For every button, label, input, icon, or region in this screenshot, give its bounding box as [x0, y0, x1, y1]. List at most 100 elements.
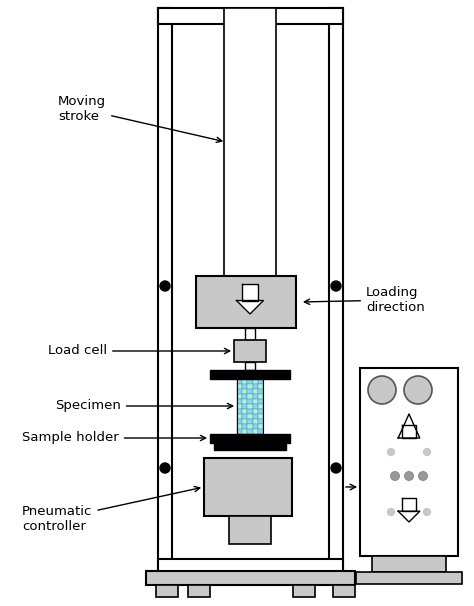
Bar	[245, 362, 255, 370]
Bar	[253, 414, 258, 419]
Circle shape	[391, 471, 400, 481]
Bar	[245, 328, 255, 340]
Bar	[242, 424, 247, 429]
Polygon shape	[237, 301, 264, 314]
Bar	[253, 394, 258, 399]
Bar	[253, 404, 258, 409]
Bar	[237, 384, 242, 389]
Bar	[247, 404, 253, 409]
Bar	[242, 404, 247, 409]
Circle shape	[404, 376, 432, 404]
Bar	[247, 424, 253, 429]
Bar	[237, 419, 242, 424]
Polygon shape	[402, 498, 416, 511]
Bar	[224, 8, 276, 284]
Circle shape	[331, 463, 341, 473]
Polygon shape	[398, 511, 420, 522]
Bar	[258, 429, 263, 434]
Bar	[247, 394, 253, 399]
Text: Load cell: Load cell	[48, 344, 230, 358]
Bar	[242, 394, 247, 399]
Bar	[253, 409, 258, 414]
Bar	[329, 8, 343, 575]
Bar	[253, 419, 258, 424]
Bar	[253, 389, 258, 394]
Circle shape	[388, 508, 394, 516]
Bar	[158, 8, 172, 575]
Bar	[360, 368, 458, 556]
Circle shape	[331, 281, 341, 291]
Bar	[242, 389, 247, 394]
Bar	[237, 429, 242, 434]
Bar	[210, 370, 290, 379]
Bar	[242, 414, 247, 419]
Text: Specimen: Specimen	[55, 399, 233, 413]
Polygon shape	[242, 284, 258, 301]
Bar	[258, 394, 263, 399]
Circle shape	[423, 508, 430, 516]
Bar	[158, 8, 343, 24]
Bar	[258, 424, 263, 429]
Bar	[258, 389, 263, 394]
Bar	[258, 419, 263, 424]
Bar	[188, 585, 210, 597]
Bar	[237, 409, 242, 414]
Bar	[258, 409, 263, 414]
Bar	[247, 384, 253, 389]
Bar	[237, 414, 242, 419]
Bar	[204, 458, 292, 516]
Polygon shape	[402, 425, 416, 438]
Bar	[253, 379, 258, 384]
Bar	[247, 399, 253, 404]
Bar	[210, 434, 290, 443]
Bar	[234, 340, 266, 362]
Text: Moving
stroke: Moving stroke	[58, 95, 222, 142]
Circle shape	[368, 376, 396, 404]
Bar	[237, 379, 242, 384]
Bar	[196, 276, 296, 328]
Bar	[258, 384, 263, 389]
Polygon shape	[398, 414, 420, 438]
Circle shape	[419, 471, 428, 481]
Bar	[247, 409, 253, 414]
Bar	[237, 424, 242, 429]
Bar	[247, 379, 253, 384]
Bar	[242, 429, 247, 434]
Bar	[258, 404, 263, 409]
Bar	[333, 585, 355, 597]
Bar	[229, 516, 271, 544]
Bar	[242, 384, 247, 389]
Circle shape	[404, 471, 413, 481]
Bar	[242, 409, 247, 414]
Bar	[214, 443, 286, 450]
Bar	[237, 404, 242, 409]
Bar	[237, 379, 263, 434]
Bar	[247, 419, 253, 424]
Bar	[237, 394, 242, 399]
Bar	[247, 429, 253, 434]
Bar	[356, 572, 462, 584]
Text: Sample holder: Sample holder	[22, 431, 206, 444]
Bar	[258, 414, 263, 419]
Bar	[158, 559, 343, 575]
Bar	[242, 379, 247, 384]
Bar	[253, 399, 258, 404]
Circle shape	[423, 448, 430, 456]
Bar	[253, 424, 258, 429]
Circle shape	[388, 448, 394, 456]
Text: Pneumatic
controller: Pneumatic controller	[22, 487, 200, 533]
Circle shape	[160, 463, 170, 473]
Bar	[237, 389, 242, 394]
Bar	[146, 571, 355, 585]
Bar	[242, 419, 247, 424]
Bar	[253, 429, 258, 434]
Bar	[156, 585, 178, 597]
Bar	[247, 389, 253, 394]
Circle shape	[160, 281, 170, 291]
Bar	[242, 399, 247, 404]
Text: Loading
direction: Loading direction	[304, 286, 425, 314]
Bar	[258, 399, 263, 404]
Bar	[293, 585, 315, 597]
Bar	[237, 399, 242, 404]
Bar	[372, 556, 446, 572]
